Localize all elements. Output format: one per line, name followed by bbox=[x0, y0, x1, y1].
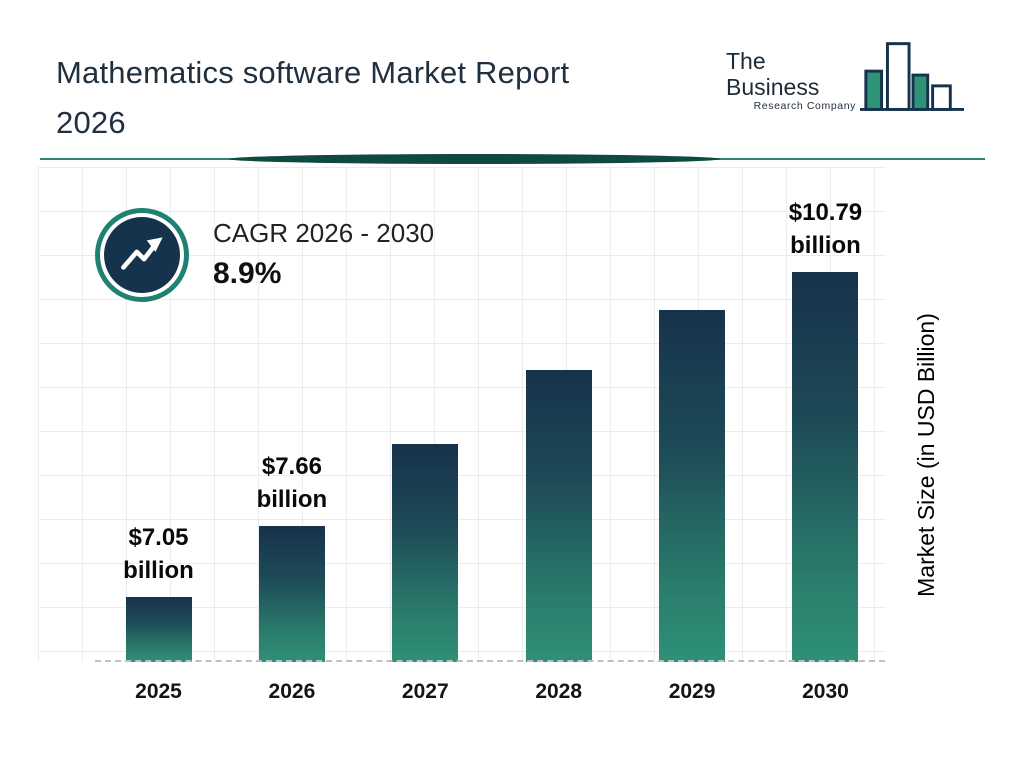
bar-value-label-2030: $10.79 billion bbox=[789, 196, 862, 262]
bar-column-2028 bbox=[492, 180, 625, 662]
bar-value-label-2026: $7.66 billion bbox=[257, 450, 328, 516]
bar-2030 bbox=[792, 272, 859, 662]
page-title-line2: 2026 bbox=[56, 105, 126, 140]
logo-bar-chart-icon bbox=[859, 42, 965, 111]
x-axis-labels: 2025 2026 2027 2028 2029 2030 bbox=[92, 680, 892, 704]
bar-chart: $7.05 billion $7.66 billion $10.79 billion bbox=[92, 180, 892, 662]
x-axis-label-2028: 2028 bbox=[535, 680, 583, 703]
cagr-label: CAGR 2026 - 2030 bbox=[213, 218, 435, 248]
bar-2026 bbox=[258, 526, 325, 662]
bar-value-label-2025: $7.05 billion bbox=[123, 521, 194, 587]
header-divider bbox=[40, 153, 985, 165]
bar-value-amount: $7.05 bbox=[128, 524, 189, 551]
cagr-text: CAGR 2026 - 2030 8.9% bbox=[213, 208, 434, 291]
bar-2029 bbox=[659, 310, 726, 662]
x-axis-label-2030: 2030 bbox=[802, 680, 849, 703]
bar-column-2029 bbox=[626, 180, 759, 662]
cagr-value: 8.9% bbox=[213, 257, 282, 290]
y-axis-title: Market Size (in USD Billion) bbox=[913, 313, 939, 597]
bar-column-2025: $7.05 billion bbox=[92, 180, 225, 662]
divider-lens bbox=[229, 154, 721, 164]
bar-column-2030: $10.79 billion bbox=[759, 180, 892, 662]
bar-value-unit: billion bbox=[790, 232, 861, 259]
bar-value-amount: $7.66 bbox=[261, 453, 322, 480]
bar-2027 bbox=[392, 444, 459, 662]
x-axis-baseline bbox=[95, 660, 885, 662]
bar-2028 bbox=[525, 370, 592, 662]
bar-value-amount: $10.79 bbox=[788, 199, 863, 226]
x-axis-label-2025: 2025 bbox=[135, 680, 182, 703]
x-axis-label-2026: 2026 bbox=[268, 680, 316, 703]
company-logo-text: The Business Research Company bbox=[726, 48, 856, 112]
bar-value-unit: billion bbox=[123, 557, 194, 584]
page-title-line1: Mathematics software Market Report bbox=[56, 55, 570, 90]
x-axis-label-2029: 2029 bbox=[668, 680, 716, 703]
trend-circle bbox=[95, 208, 189, 302]
x-axis-label-2027: 2027 bbox=[401, 680, 449, 703]
bar-2025 bbox=[125, 597, 192, 662]
bar-column-2026: $7.66 billion bbox=[225, 180, 358, 662]
page-title: Mathematics software Market Report 2026 bbox=[56, 48, 706, 148]
trend-up-icon bbox=[104, 217, 180, 293]
company-name: The Business bbox=[726, 48, 820, 100]
bar-column-2027 bbox=[359, 180, 492, 662]
company-name-sub: Research Company bbox=[753, 100, 856, 112]
company-logo: The Business Research Company bbox=[726, 40, 966, 118]
bar-value-unit: billion bbox=[256, 486, 328, 513]
cagr-badge: CAGR 2026 - 2030 8.9% bbox=[95, 208, 434, 302]
